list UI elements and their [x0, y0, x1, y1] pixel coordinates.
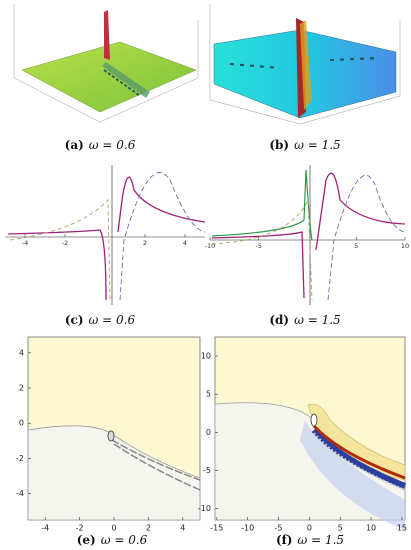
x-tick-label: 4 [180, 524, 185, 533]
contour-plot-f [214, 336, 407, 530]
x-tick-label: -2 [76, 524, 84, 533]
y-tick-label: -2 [16, 454, 24, 463]
x-tick-label: 15 [397, 524, 407, 533]
caption-label: (f) [276, 533, 293, 547]
x-tick-label: 5 [338, 524, 343, 533]
y-tick-label: -10 [198, 504, 211, 513]
y-tick-label: 10 [201, 352, 211, 361]
contour-plot-e [27, 336, 201, 521]
x-tick-label: 0 [111, 524, 116, 533]
x-tick-label: 0 [307, 524, 312, 533]
caption-text: ω = 1.5 [294, 313, 341, 327]
caption: (d) ω = 1.5 [269, 313, 340, 327]
caption-label: (e) [77, 533, 96, 547]
x-tick-label: -5 [275, 524, 283, 533]
x-tick-label: -10 [241, 524, 254, 533]
caption: (a) ω = 0.6 [65, 138, 136, 152]
caption-label: (a) [65, 138, 84, 152]
x-tick-label: -15 [210, 524, 223, 533]
x-tick-label: -10 [205, 242, 216, 250]
x-tick-label: -4 [41, 524, 49, 533]
x-tick-label: -5 [256, 242, 262, 250]
x-tick-label: -4 [22, 239, 28, 247]
caption: (b) ω = 1.5 [269, 138, 340, 152]
x-tick-label: 2 [143, 239, 147, 247]
surface-plot-a [13, 4, 199, 123]
x-tick-label: -2 [62, 239, 68, 247]
caption-text: ω = 1.5 [297, 533, 344, 547]
x-tick-label: 10 [401, 242, 409, 250]
y-tick-label: 0 [206, 428, 211, 437]
x-tick-label: 4 [183, 239, 187, 247]
caption-text: ω = 1.5 [294, 138, 341, 152]
caption-label: (c) [65, 313, 84, 327]
caption: (c) ω = 0.6 [65, 313, 136, 327]
y-tick-label: -4 [16, 489, 24, 498]
y-tick-label: 5 [206, 390, 211, 399]
caption-label: (d) [269, 313, 289, 327]
caption: (f) ω = 1.5 [276, 533, 344, 547]
y-tick-label: 4 [19, 348, 24, 357]
y-tick-label: 0 [19, 419, 24, 428]
y-tick-label: 2 [19, 384, 24, 393]
y-tick-label: -5 [203, 466, 211, 475]
x-tick-label: 10 [366, 524, 376, 533]
caption-text: ω = 0.6 [89, 138, 136, 152]
x-tick-label: 2 [146, 524, 151, 533]
caption-text: ω = 0.6 [101, 533, 148, 547]
surface-plot-b [209, 4, 401, 125]
x-tick-label: 5 [354, 242, 358, 250]
caption-label: (b) [269, 138, 289, 152]
line-plot-c [5, 165, 206, 305]
caption-text: ω = 0.6 [89, 313, 136, 327]
caption: (e) ω = 0.6 [77, 533, 148, 547]
line-plot-d [210, 165, 406, 305]
